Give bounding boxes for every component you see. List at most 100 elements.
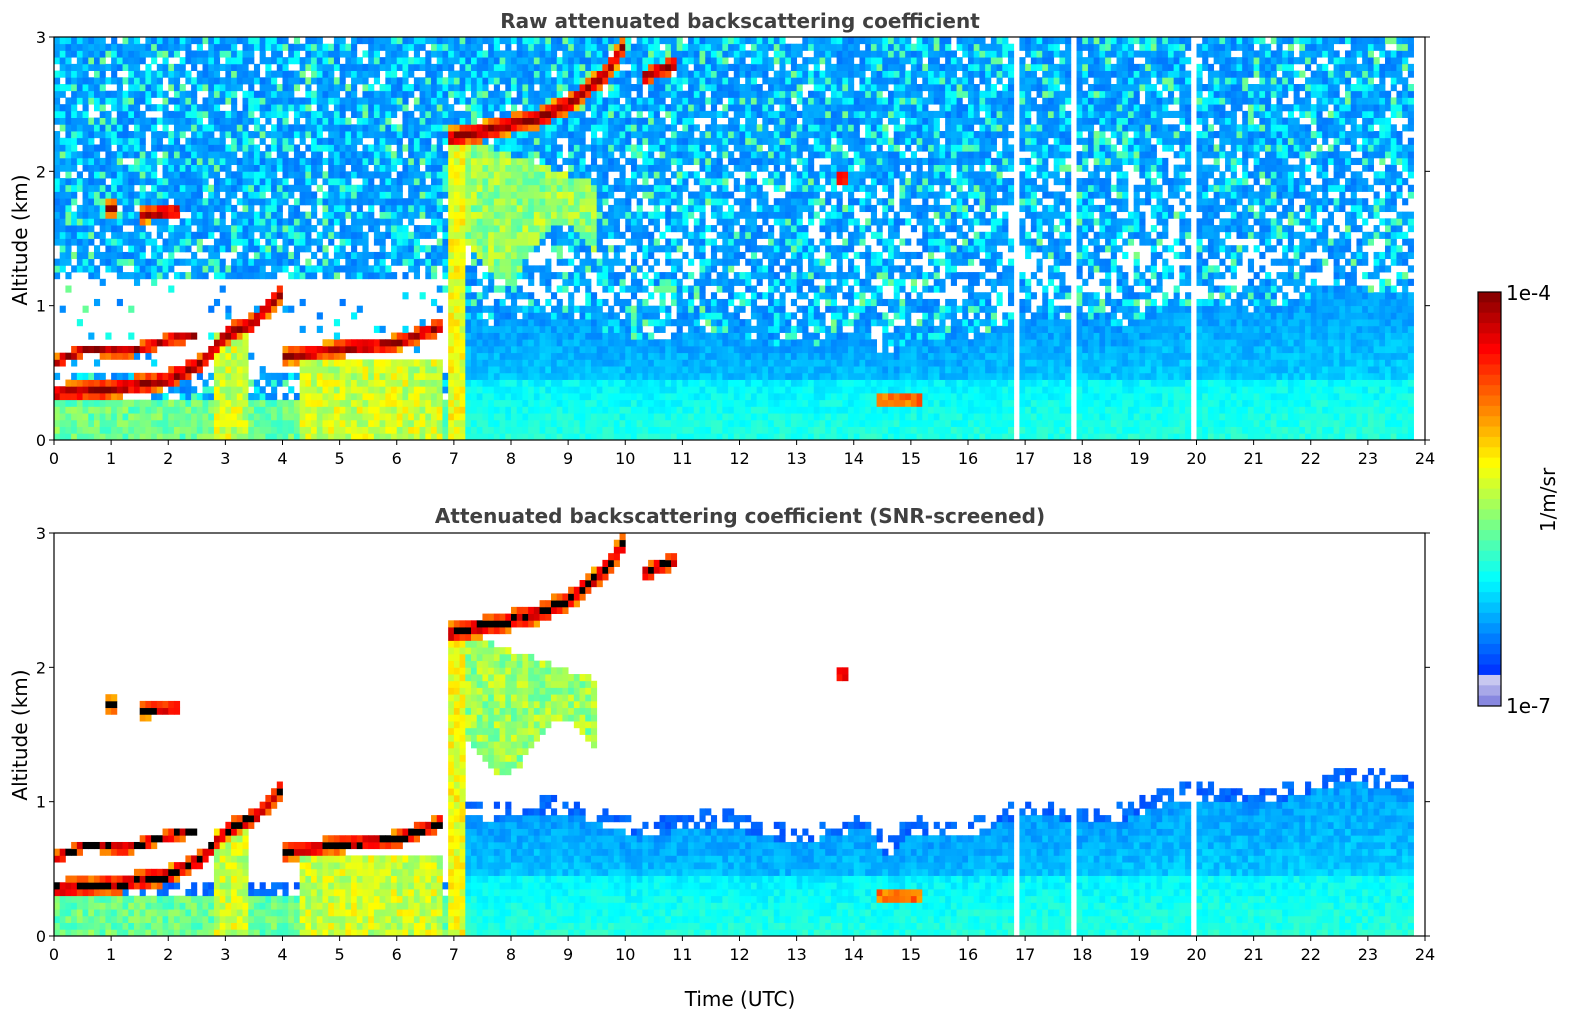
heatmap-cell <box>253 198 261 206</box>
heatmap-cell <box>608 191 615 199</box>
heatmap-cell <box>511 37 518 45</box>
heatmap-cell <box>288 43 295 51</box>
heatmap-cell <box>613 332 620 340</box>
heatmap-cell <box>630 265 638 273</box>
heatmap-cell <box>391 386 398 394</box>
heatmap-cell <box>231 386 238 394</box>
heatmap-cell <box>305 345 312 354</box>
heatmap-cell <box>333 151 341 159</box>
heatmap-cell <box>590 245 598 253</box>
heatmap-cell <box>88 131 95 139</box>
heatmap-cell <box>351 184 358 192</box>
heatmap-cell <box>608 225 615 233</box>
heatmap-cell <box>88 57 95 65</box>
heatmap-cell <box>408 191 415 199</box>
heatmap-cell <box>493 184 500 192</box>
heatmap-cell <box>550 292 558 300</box>
heatmap-cell <box>328 359 335 367</box>
heatmap-cell <box>596 406 603 414</box>
heatmap-cell <box>533 231 540 239</box>
heatmap-cell <box>59 433 66 441</box>
heatmap-cell <box>282 433 289 441</box>
heatmap-cell <box>488 124 495 132</box>
heatmap-cell <box>219 110 226 118</box>
heatmap-cell <box>65 151 72 159</box>
heatmap-cell <box>396 204 403 213</box>
heatmap-cell <box>413 386 420 394</box>
heatmap-cell <box>65 386 72 394</box>
heatmap-cell <box>391 157 398 166</box>
heatmap-cell <box>613 184 620 192</box>
heatmap-cell <box>248 110 255 118</box>
heatmap-cell <box>99 157 106 166</box>
heatmap-cell <box>568 37 575 45</box>
heatmap-cell <box>402 245 409 253</box>
heatmap-cell <box>105 251 112 260</box>
heatmap-cell <box>179 238 186 246</box>
heatmap-cell <box>585 406 592 414</box>
heatmap-cell <box>213 70 221 78</box>
heatmap-cell <box>133 144 141 152</box>
heatmap-cell <box>122 238 129 246</box>
heatmap-cell <box>602 231 609 239</box>
heatmap-cell <box>528 372 535 380</box>
heatmap-cell <box>345 70 352 78</box>
heatmap-cell <box>116 352 123 360</box>
heatmap-cell <box>579 104 586 112</box>
heatmap-cell <box>368 392 375 401</box>
heatmap-cell <box>122 97 129 105</box>
heatmap-cell <box>596 392 603 401</box>
heatmap-cell <box>408 70 415 78</box>
heatmap-cell <box>54 211 61 219</box>
heatmap-cell <box>602 117 609 125</box>
heatmap-cell <box>145 43 152 51</box>
heatmap-cell <box>288 218 295 226</box>
heatmap-cell <box>236 231 243 239</box>
heatmap-cell <box>493 124 500 132</box>
heatmap-cell <box>156 178 163 186</box>
heatmap-cell <box>636 117 643 125</box>
heatmap-cell <box>282 426 289 434</box>
heatmap-cell <box>562 359 569 367</box>
heatmap-cell <box>311 265 318 273</box>
heatmap-cell <box>533 325 540 333</box>
heatmap-cell <box>128 50 135 58</box>
heatmap-cell <box>636 137 643 145</box>
heatmap-cell <box>288 272 295 280</box>
heatmap-cell <box>299 57 306 65</box>
heatmap-cell <box>505 419 512 427</box>
heatmap-cell <box>465 198 472 206</box>
heatmap-cell <box>82 413 89 421</box>
heatmap-cell <box>436 84 443 92</box>
heatmap-cell <box>471 258 478 266</box>
heatmap-cell <box>636 366 643 374</box>
heatmap-cell <box>528 238 535 246</box>
heatmap-cell <box>88 204 95 213</box>
heatmap-cell <box>333 433 341 441</box>
heatmap-cell <box>636 413 643 421</box>
heatmap-cell <box>259 90 266 98</box>
heatmap-cell <box>511 399 518 407</box>
heatmap-cell <box>425 157 432 166</box>
heatmap-cell <box>585 97 592 105</box>
heatmap-cell <box>139 131 146 139</box>
heatmap-cell <box>556 332 563 340</box>
heatmap-cell <box>259 191 266 199</box>
heatmap-cell <box>196 359 203 367</box>
heatmap-cell <box>265 419 272 427</box>
heatmap-cell <box>505 97 512 105</box>
heatmap-cell <box>476 157 483 166</box>
heatmap-cell <box>436 426 443 434</box>
heatmap-cell <box>288 124 295 132</box>
heatmap-cell <box>499 305 506 313</box>
heatmap-cell <box>168 151 175 159</box>
heatmap-cell <box>608 131 615 139</box>
heatmap-cell <box>128 178 135 186</box>
heatmap-cell <box>59 426 66 434</box>
heatmap-cell <box>476 131 483 139</box>
heatmap-cell <box>299 63 306 71</box>
heatmap-cell <box>471 352 478 360</box>
heatmap-cell <box>162 211 169 219</box>
heatmap-cell <box>339 63 346 71</box>
heatmap-cell <box>539 164 546 172</box>
